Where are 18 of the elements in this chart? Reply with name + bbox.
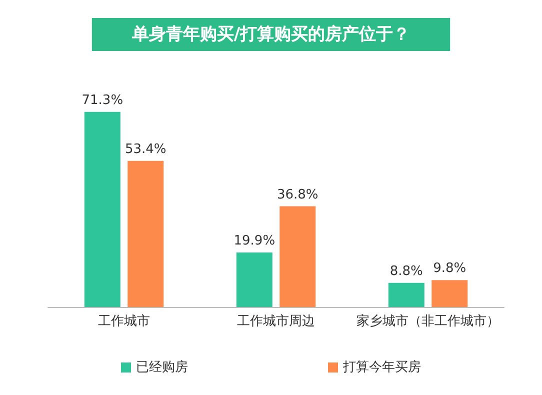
bar	[236, 252, 272, 307]
data-label: 71.3%	[82, 92, 124, 108]
chart-title: 单身青年购买/打算购买的房产位于？	[130, 24, 410, 44]
x-tick-label: 家乡城市（非工作城市）	[356, 313, 500, 329]
data-label: 8.8%	[390, 264, 423, 279]
bar	[432, 280, 468, 307]
data-label: 9.8%	[433, 261, 466, 276]
data-label: 53.4%	[124, 142, 166, 157]
bar	[128, 160, 164, 307]
legend-label: 打算今年买房	[342, 359, 421, 375]
x-tick-label: 工作城市	[98, 314, 150, 329]
bar	[280, 206, 316, 307]
bar	[84, 112, 120, 307]
x-tick-label: 工作城市周边	[237, 314, 315, 329]
bar	[388, 282, 424, 307]
data-label: 36.8%	[276, 187, 318, 202]
data-label: 19.9%	[234, 234, 276, 249]
legend-label: 已经购房	[136, 359, 188, 375]
